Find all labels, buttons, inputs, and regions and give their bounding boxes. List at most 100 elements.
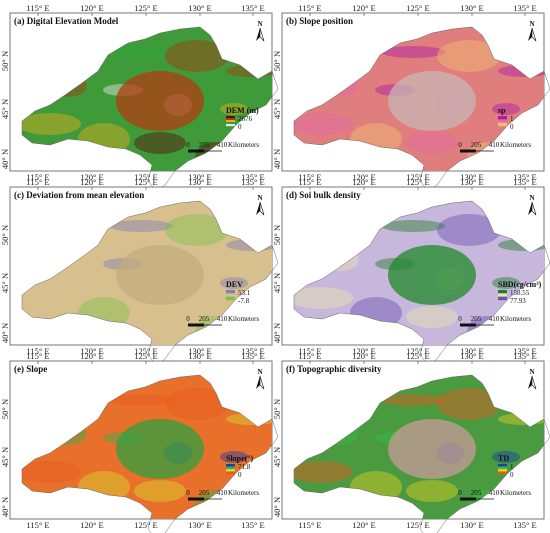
legend-swatch xyxy=(226,290,235,294)
central-plain xyxy=(388,419,476,479)
lon-tick-label-top: 120° E xyxy=(80,3,103,13)
legend-swatch xyxy=(226,471,235,475)
legend-swatch xyxy=(498,464,507,467)
terrain-patch xyxy=(22,287,81,309)
lon-tick-label-bottom: 115° E xyxy=(298,520,321,530)
lat-tick-label: 45° N xyxy=(0,273,10,293)
scale-bar-label: 0 xyxy=(186,141,190,149)
lon-tick-label-bottom: 130° E xyxy=(460,172,483,182)
terrain-patch xyxy=(406,132,458,154)
scale-bar-label: 0 xyxy=(186,315,190,323)
north-label: N xyxy=(529,194,534,202)
scale-bar-label: 205 xyxy=(471,315,482,323)
scale-bar-segment xyxy=(188,149,204,153)
scale-bar: 0 205 410 Kilometers xyxy=(458,141,531,153)
terrain-patch xyxy=(109,46,173,58)
scale-bar-segment xyxy=(188,497,204,501)
north-arrow-half-light xyxy=(531,27,537,42)
lon-tick-label-top: 130° E xyxy=(188,3,211,13)
scale-bar-unit: Kilometers xyxy=(228,141,259,149)
lon-tick-label-bottom: 125° E xyxy=(406,346,429,356)
central-plain xyxy=(388,245,476,305)
terrain-patch xyxy=(381,220,445,232)
legend-max: 2676 xyxy=(238,115,253,123)
north-label: N xyxy=(257,368,262,376)
lon-tick-label-top: 130° E xyxy=(460,177,483,187)
legend-swatch xyxy=(498,116,507,120)
legend-min: 0 xyxy=(238,471,242,479)
scale-bar-segment xyxy=(460,497,476,501)
legend-swatch xyxy=(226,469,235,472)
north-arrow-half-dark xyxy=(256,202,260,215)
lat-tick-label: 45° N xyxy=(272,273,282,293)
legend-swatch xyxy=(498,290,507,294)
scale-bar-label: 0 xyxy=(186,489,190,497)
lon-tick-label-bottom: 135° E xyxy=(241,346,264,356)
lon-tick-label-bottom: 125° E xyxy=(134,520,157,530)
lat-tick-label: 40° N xyxy=(272,323,282,343)
scale-bar-label: 205 xyxy=(199,315,210,323)
scale-bar-unit: Kilometers xyxy=(500,489,531,497)
lat-tick-label: 45° N xyxy=(0,99,10,119)
lon-tick-label-bottom: 115° E xyxy=(26,346,49,356)
lat-tick-label: 50° N xyxy=(272,225,282,245)
scale-bar: 0 205 410 Kilometers xyxy=(458,315,531,327)
terrain-patch xyxy=(437,214,501,246)
lon-tick-label-bottom: 130° E xyxy=(460,346,483,356)
legend-swatch xyxy=(498,466,507,470)
scale-bar-label: 205 xyxy=(471,141,482,149)
legend-title: SBD(cg/cm³) xyxy=(498,280,542,289)
terrain-patch xyxy=(220,103,248,115)
lon-tick-label-top: 120° E xyxy=(352,3,375,13)
lon-tick-label-top: 125° E xyxy=(406,351,429,361)
terrain-patch xyxy=(165,388,229,420)
scale-bar-label: 410 xyxy=(489,315,500,323)
lat-tick-label: 40° N xyxy=(272,497,282,517)
north-arrow-half-light xyxy=(259,375,265,390)
central-plain xyxy=(116,245,204,305)
lon-tick-label-top: 125° E xyxy=(134,177,157,187)
lon-tick-label-top: 115° E xyxy=(298,3,321,13)
terrain-patch xyxy=(437,388,501,420)
lon-tick-label-top: 115° E xyxy=(298,177,321,187)
lon-tick-label-bottom: 120° E xyxy=(80,520,103,530)
terrain-patch xyxy=(381,394,445,406)
legend-swatch xyxy=(498,469,507,472)
north-arrow-icon: N xyxy=(256,20,265,42)
scale-bar-label: 205 xyxy=(199,489,210,497)
legend-max: 1 xyxy=(510,463,514,471)
scale-bar-segment xyxy=(460,149,476,153)
scale-bar: 0 205 410 Kilometers xyxy=(186,315,259,327)
legend-max: 53.1 xyxy=(238,289,251,297)
legend-max: 1 xyxy=(510,115,514,123)
lon-tick-label-top: 115° E xyxy=(26,177,49,187)
terrain-patch xyxy=(165,214,229,246)
terrain-patch xyxy=(165,40,229,72)
region-outline xyxy=(293,374,550,533)
north-arrow-icon: N xyxy=(256,194,265,216)
central-plain xyxy=(388,71,476,131)
lon-tick-label-top: 115° E xyxy=(26,3,49,13)
panel-title: (c) Deviation from mean elevation xyxy=(14,190,144,200)
legend-min: 0 xyxy=(238,123,242,131)
north-arrow-half-dark xyxy=(528,202,532,215)
legend-swatch xyxy=(226,122,235,125)
lon-tick-label-bottom: 125° E xyxy=(134,172,157,182)
legend-min: -7.8 xyxy=(238,297,250,305)
lon-tick-label-bottom: 135° E xyxy=(513,520,536,530)
scale-bar-unit: Kilometers xyxy=(228,489,259,497)
north-arrow-half-light xyxy=(259,201,265,216)
panel-title: (e) Slope xyxy=(14,364,47,374)
region-outline xyxy=(293,26,550,192)
legend-swatch xyxy=(226,124,235,127)
legend: Slope(°)71.80 xyxy=(226,454,254,479)
terrain-patch xyxy=(134,480,186,502)
lat-tick-label: 40° N xyxy=(0,149,10,169)
lon-tick-label-top: 120° E xyxy=(80,351,103,361)
